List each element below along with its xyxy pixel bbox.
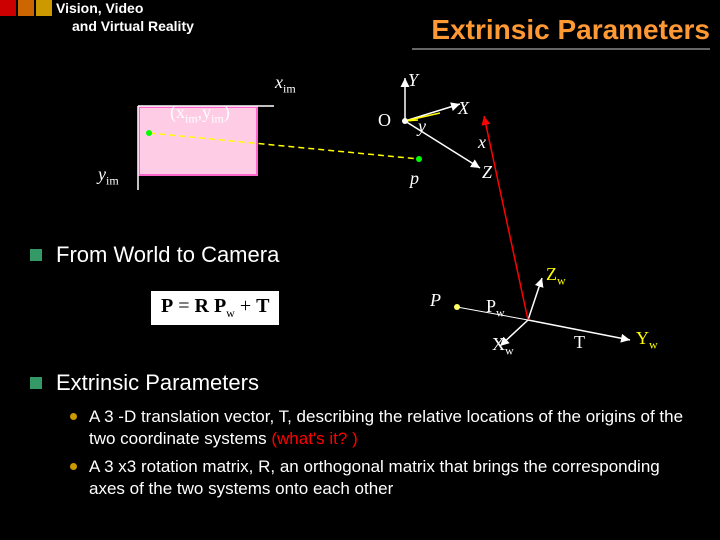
Yw-label: Yw (636, 328, 658, 353)
section2-heading: Extrinsic Parameters (56, 370, 259, 396)
T-label: T (574, 332, 585, 353)
bullet-text: A 3 -D translation vector, T, describing… (89, 406, 690, 450)
Zw-label: Zw (546, 264, 566, 289)
bullet-round-icon (70, 413, 77, 420)
sub-bullet-item: A 3 -D translation vector, T, describing… (70, 406, 690, 450)
Pw-label: Pw (486, 296, 505, 321)
P-label: P (430, 290, 441, 311)
bullet-square-icon (30, 377, 42, 389)
bullet-round-icon (70, 463, 77, 470)
sub-bullet-item: A 3 x3 rotation matrix, R, an orthogonal… (70, 456, 690, 500)
Xw-label: Xw (492, 334, 514, 359)
bullet-text: A 3 x3 rotation matrix, R, an orthogonal… (89, 456, 690, 500)
P-dot (454, 304, 460, 310)
section-extrinsic-params: Extrinsic Parameters A 3 -D translation … (30, 370, 690, 506)
